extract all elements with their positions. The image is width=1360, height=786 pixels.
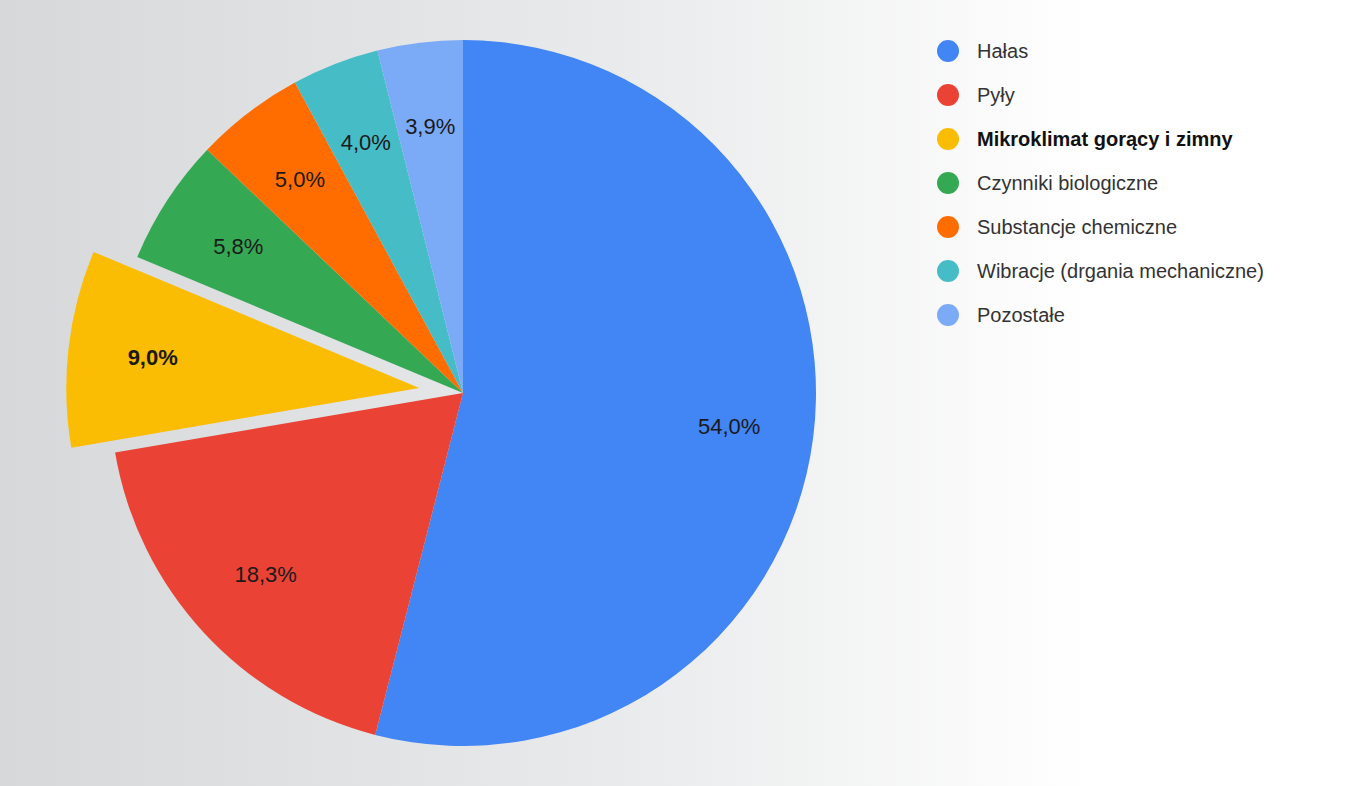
legend-label: Hałas [977,40,1028,62]
data-label: 54,0% [698,414,760,439]
legend-swatch [937,304,959,326]
legend-label: Mikroklimat gorący i zimny [977,128,1234,150]
legend-item: Czynniki biologiczne [937,172,1158,194]
legend-item: Pyły [937,84,1015,106]
data-label: 3,9% [405,114,455,139]
legend-swatch [937,84,959,106]
legend-swatch [937,128,959,150]
legend-label: Czynniki biologiczne [977,172,1158,194]
legend-item: Wibracje (drgania mechaniczne) [937,260,1264,282]
legend: Hałas Pyły Mikroklimat gorący i zimny Czynn… [937,40,1264,326]
legend-label: Pozostałe [977,304,1065,326]
legend-swatch [937,40,959,62]
pie-slice [375,40,816,746]
legend-item: Mikroklimat gorący i zimny [937,128,1234,150]
legend-item: Pozostałe [937,304,1065,326]
legend-label: Pyły [977,84,1015,106]
pie-slice [377,40,463,393]
pie-slice [115,393,463,735]
data-label: 18,3% [235,562,297,587]
data-label: 5,8% [213,234,263,259]
legend-item: Hałas [937,40,1028,62]
chart: 54,0% 18,3% 9,0% 5,8% 5,0% 4,0% 3,9% Hałas Pyły M… [0,0,1360,786]
legend-label: Wibracje (drgania mechaniczne) [977,260,1264,282]
pie: 54,0% 18,3% 9,0% 5,8% 5,0% 4,0% 3,9% [66,40,816,746]
legend-swatch [937,216,959,238]
data-label: 4,0% [341,130,391,155]
data-label: 5,0% [275,167,325,192]
legend-label: Substancje chemiczne [977,216,1177,238]
legend-swatch [937,260,959,282]
legend-item: Substancje chemiczne [937,216,1177,238]
data-label: 9,0% [128,345,178,370]
legend-swatch [937,172,959,194]
